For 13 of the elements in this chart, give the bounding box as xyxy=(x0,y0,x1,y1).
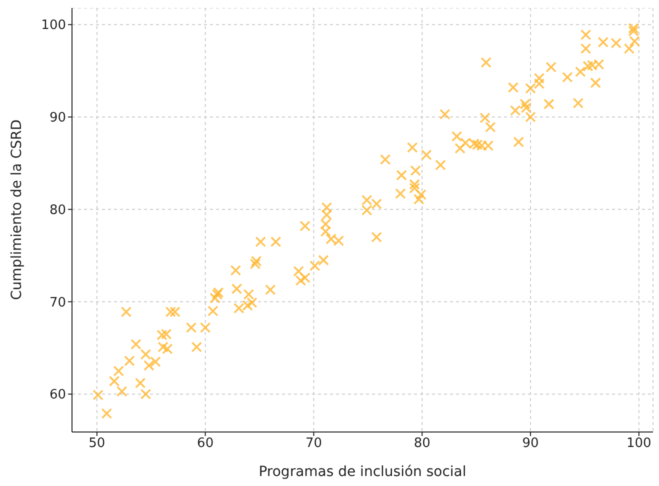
y-tick-label: 60 xyxy=(49,388,66,403)
x-tick-label: 100 xyxy=(626,436,652,452)
y-tick-label: 90 xyxy=(49,110,66,126)
x-axis-title: Programas de inclusión social xyxy=(258,464,466,480)
y-tick-label: 100 xyxy=(41,18,66,34)
x-tick-label: 70 xyxy=(305,436,322,452)
x-tick-label: 80 xyxy=(414,436,430,452)
x-tick-label: 90 xyxy=(522,436,539,452)
y-axis-title: Cumplimiento de la CSRD xyxy=(8,119,25,300)
x-tick-label: 50 xyxy=(88,436,106,452)
y-tick-label: 80 xyxy=(49,202,66,218)
x-tick-label: 60 xyxy=(197,436,214,452)
y-tick-label: 70 xyxy=(49,295,66,310)
